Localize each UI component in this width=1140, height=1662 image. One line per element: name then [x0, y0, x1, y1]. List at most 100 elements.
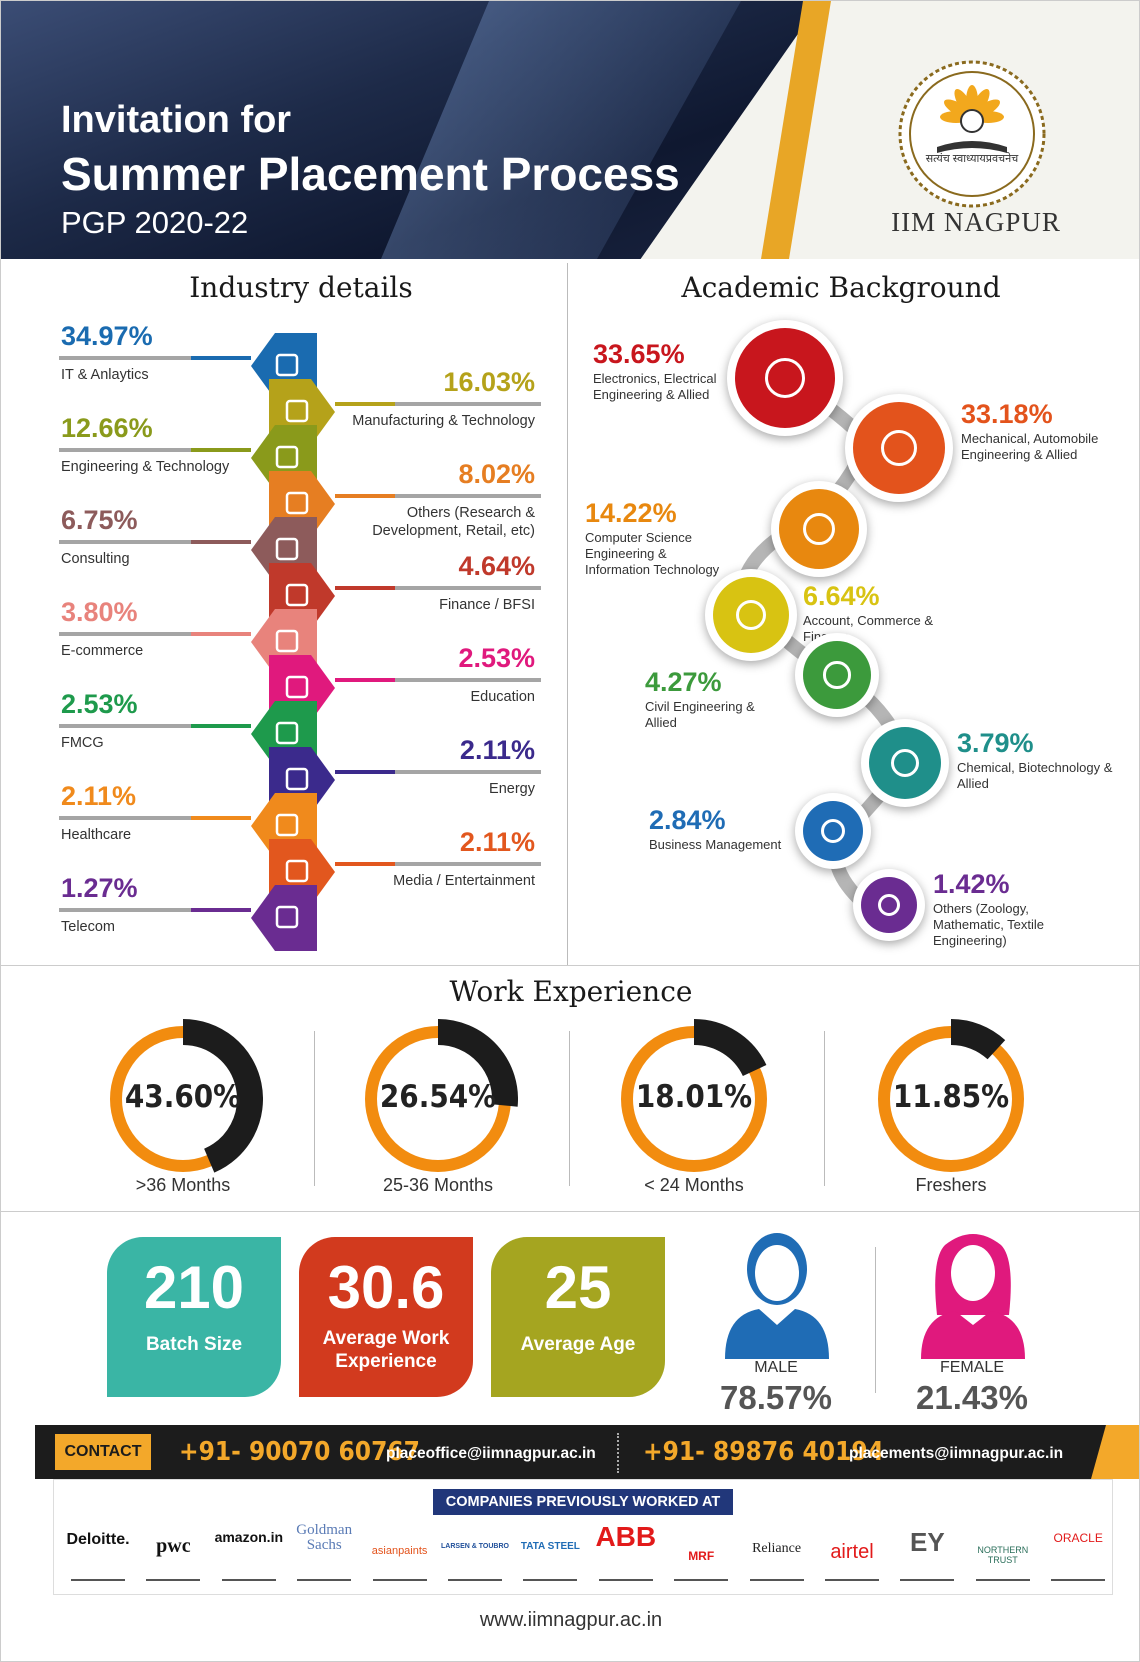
finance-icon — [713, 577, 789, 653]
company-logo: TATA STEEL — [515, 1521, 585, 1583]
divider-line — [875, 1247, 876, 1393]
logo-underline — [975, 1579, 1030, 1581]
logo-underline — [1051, 1579, 1106, 1581]
industry-bar — [395, 494, 541, 498]
hardhat-icon — [803, 641, 871, 709]
donut-segment — [437, 1019, 518, 1107]
phone-2[interactable]: +91- 89876 40194 — [643, 1437, 884, 1467]
industry-bar — [59, 908, 249, 912]
email-2[interactable]: placements@iimnagpur.ac.in — [849, 1445, 1064, 1462]
industry-bar — [395, 586, 541, 590]
industry-bar — [59, 448, 249, 452]
company-logo: Goldman Sachs — [289, 1521, 359, 1583]
website-url[interactable]: www.iimnagpur.ac.in — [1, 1609, 1139, 1632]
email-1[interactable]: placeoffice@iimnagpur.ac.in — [386, 1445, 596, 1462]
company-logo: MRF — [666, 1521, 736, 1583]
industry-bar — [59, 540, 249, 544]
academic-pct: 4.27% — [645, 667, 722, 697]
batch-size-card: 210 Batch Size — [107, 1237, 281, 1397]
industry-pct: 1.27% — [61, 873, 138, 903]
company-logo: ORACLE — [1043, 1521, 1113, 1583]
section-divider — [567, 263, 568, 965]
company-logo-text: Reliance — [752, 1541, 802, 1556]
companies-banner: COMPANIES PREVIOUSLY WORKED AT — [433, 1489, 733, 1515]
industry-label: Energy — [489, 781, 535, 797]
batch-size-label: Batch Size — [145, 1334, 243, 1355]
donut-label: 25-36 Months — [382, 1175, 494, 1195]
industry-label: FMCG — [61, 735, 104, 751]
business-icon — [803, 801, 863, 861]
industry-bar — [395, 862, 541, 866]
company-logo-text: Goldman Sachs — [296, 1522, 353, 1553]
company-logo: Deloitte. — [63, 1521, 133, 1583]
company-logo-text: ORACLE — [1053, 1531, 1103, 1545]
company-logo: pwc — [138, 1521, 208, 1583]
industry-label: Media / Entertainment — [393, 873, 535, 889]
logo-underline — [146, 1579, 201, 1581]
company-logo: asianpaints — [365, 1521, 435, 1583]
academic-pct: 14.22% — [585, 498, 677, 528]
batch-size-value: 210 — [143, 1254, 245, 1321]
industry-bar-accent — [191, 356, 251, 360]
work-title: Work Experience — [449, 975, 693, 1008]
company-logo-text: ABB — [595, 1521, 657, 1552]
industry-label: Manufacturing & Technology — [352, 413, 535, 429]
company-logo-text: pwc — [156, 1535, 191, 1557]
donut-value: 11.85% — [892, 1079, 1010, 1115]
industry-pct: 2.11% — [459, 735, 535, 765]
donut-chart — [621, 1019, 767, 1172]
avg-age-value: 25 — [544, 1254, 612, 1321]
donut-chart — [110, 1019, 263, 1173]
female-pct: 21.43% — [916, 1379, 1028, 1416]
company-logo: LARSEN & TOUBRO — [440, 1521, 510, 1583]
industry-label: Education — [470, 689, 536, 705]
academic-label: Civil Engineering & Allied — [645, 699, 755, 730]
gears-icon — [853, 402, 945, 494]
industry-bar-accent — [335, 402, 395, 406]
male-label: MALE — [754, 1359, 798, 1376]
academic-title: Academic Background — [681, 271, 1001, 304]
company-logo-text: EY — [910, 1527, 945, 1557]
logo-underline — [221, 1579, 276, 1581]
industry-bar-accent — [191, 724, 251, 728]
industry-pct: 34.97% — [61, 321, 153, 351]
company-logo-text: asianpaints — [371, 1545, 428, 1557]
avg-work-exp-card: 30.6 Average Work Experience — [299, 1237, 473, 1397]
industry-label: Healthcare — [61, 827, 132, 843]
logo-underline — [598, 1579, 653, 1581]
industry-label: Engineering & Technology — [61, 459, 230, 475]
divider-line — [1, 1211, 1139, 1212]
academic-label: Business Management — [649, 837, 782, 852]
avg-age-card: 25 Average Age — [491, 1237, 665, 1397]
logo-underline — [372, 1579, 427, 1581]
industry-bar — [395, 678, 541, 682]
iim-nagpur-logo-icon — [898, 60, 1046, 208]
male-pct: 78.57% — [720, 1379, 832, 1416]
industry-label: Telecom — [61, 919, 115, 935]
academic-pct: 33.18% — [961, 399, 1053, 429]
industry-bar-accent — [191, 448, 251, 452]
logo-underline — [825, 1579, 879, 1581]
industry-pct: 2.11% — [61, 781, 137, 811]
industry-pct: 8.02% — [458, 459, 535, 489]
industry-pct: 16.03% — [443, 367, 535, 397]
industry-bar-accent — [335, 678, 395, 682]
industry-bar-accent — [335, 862, 395, 866]
divider-line — [824, 1031, 825, 1186]
document-icon — [861, 877, 917, 933]
company-logo-text: Deloitte. — [66, 1531, 130, 1548]
logo-motto: सत्यंच स्वाध्यायप्रवचनेच — [925, 153, 1019, 165]
telecom-icon — [251, 885, 317, 951]
industry-pct: 6.75% — [61, 505, 138, 535]
divider-line — [569, 1031, 570, 1186]
company-logo: NORTHERN TRUST — [968, 1521, 1038, 1583]
industry-bar-accent — [335, 770, 395, 774]
male-icon — [725, 1233, 829, 1359]
contact-separator — [617, 1433, 619, 1473]
avg-work-exp-value: 30.6 — [327, 1254, 445, 1321]
industry-pct: 2.53% — [458, 643, 535, 673]
industry-bar — [59, 816, 249, 820]
donut-chart — [365, 1019, 518, 1172]
phone-1[interactable]: +91- 90070 60767 — [179, 1437, 420, 1467]
